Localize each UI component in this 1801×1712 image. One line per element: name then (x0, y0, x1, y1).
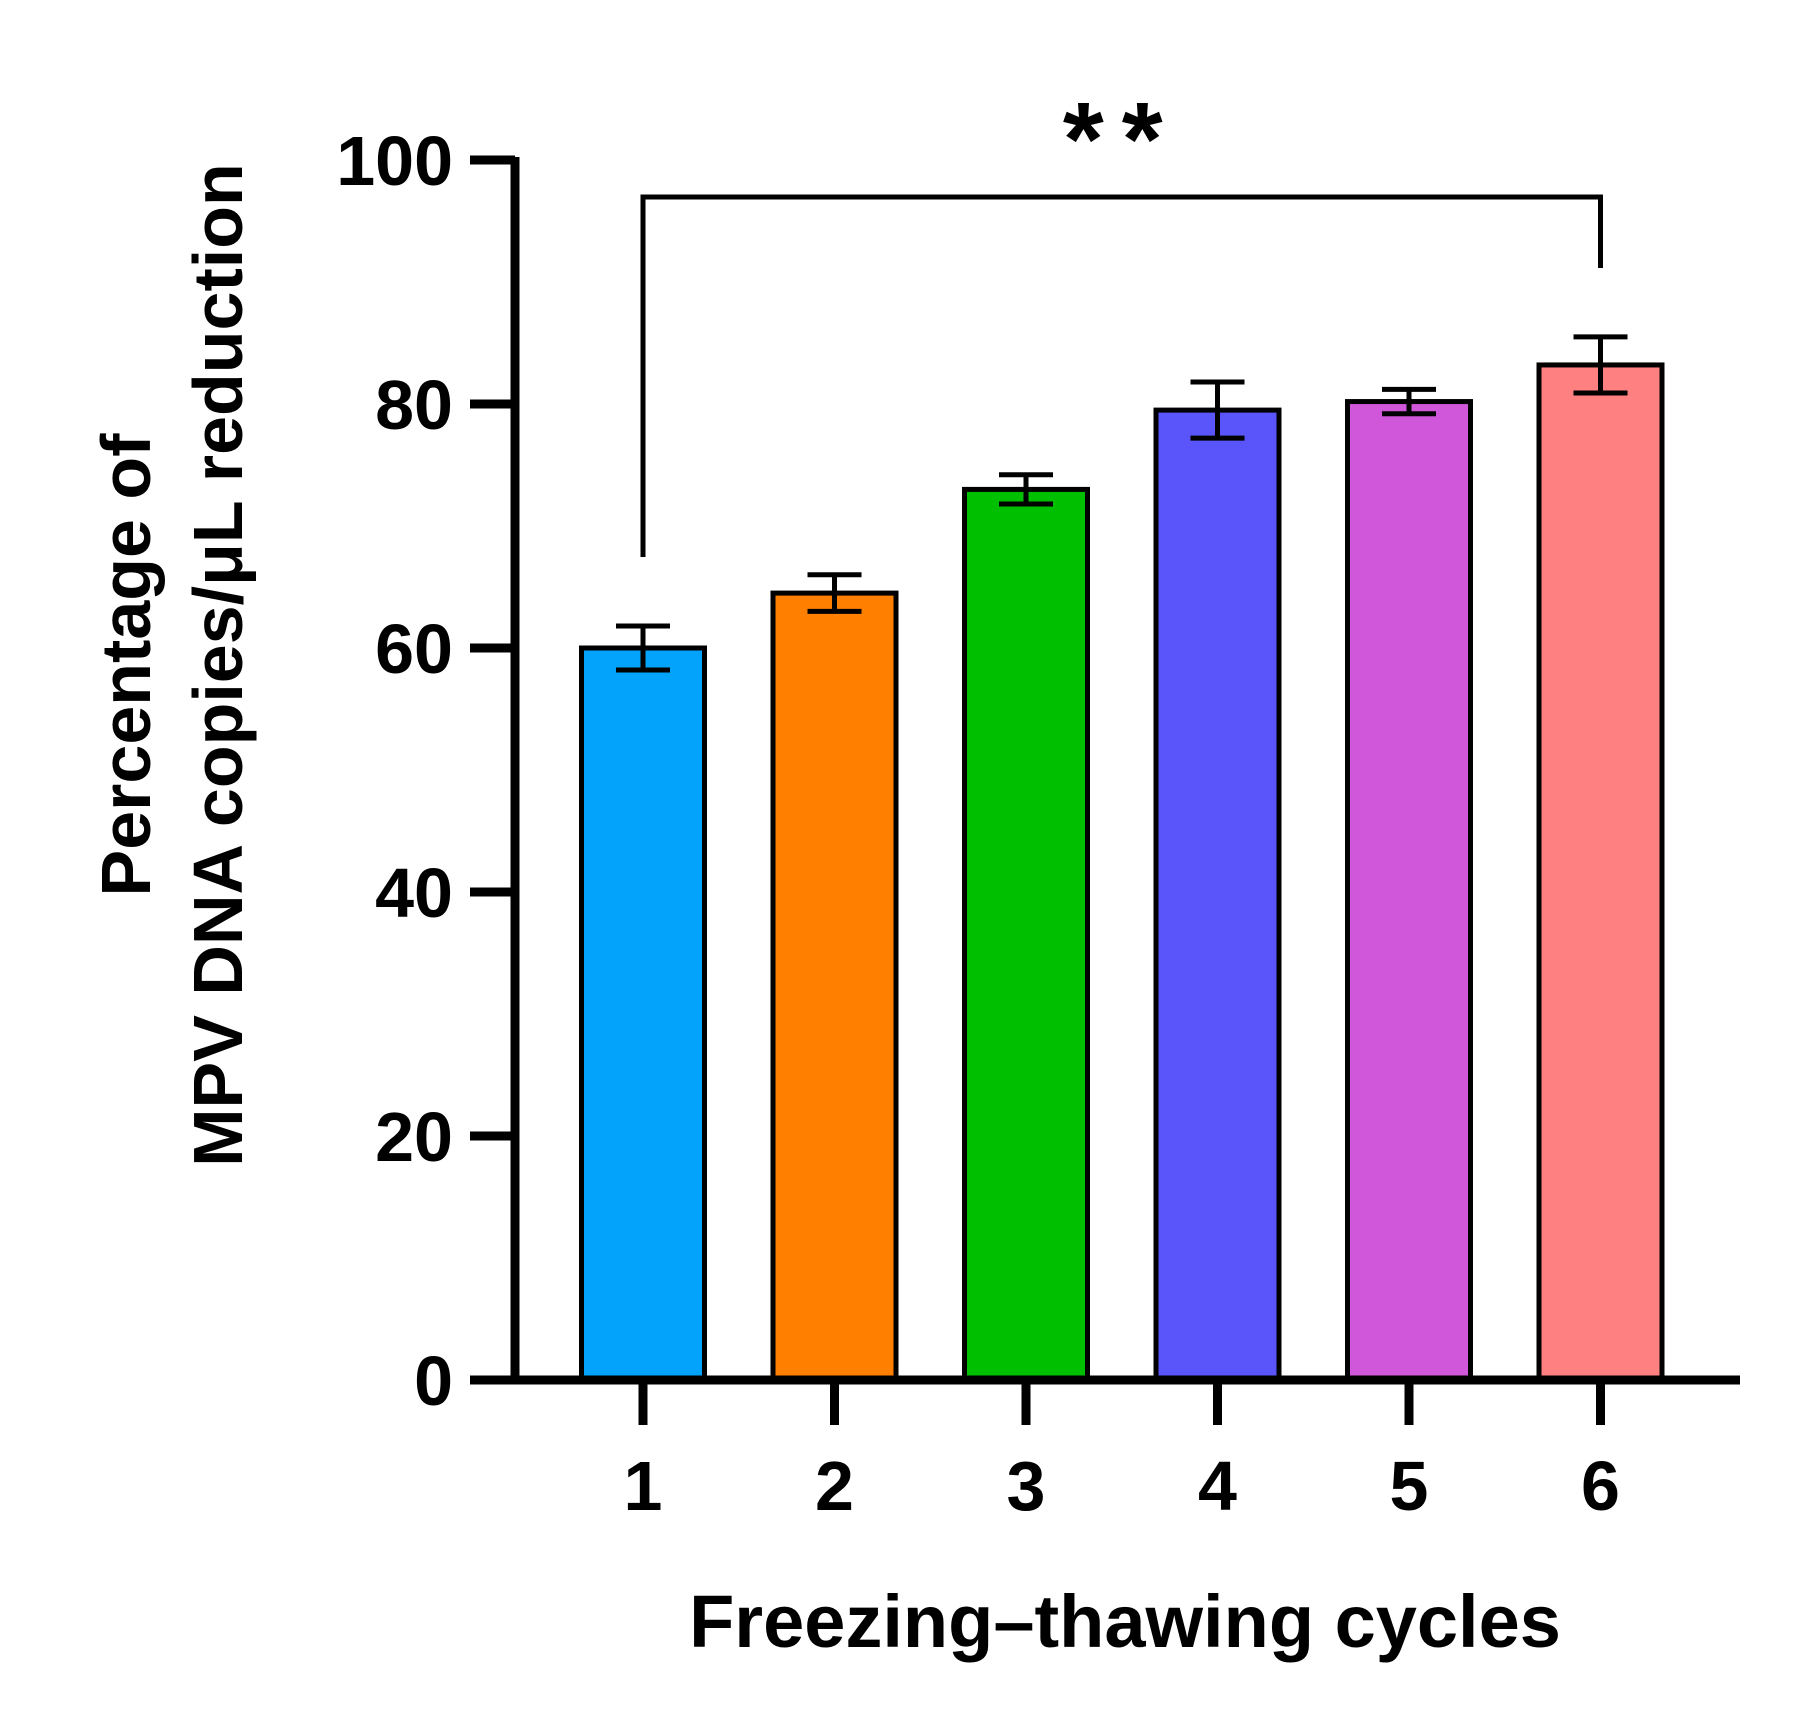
y-axis-title: Percentage of MPV DNA copies/μL reductio… (87, 163, 257, 1167)
x-tick-label: 4 (1198, 1447, 1237, 1525)
x-tick-label: 2 (815, 1447, 854, 1525)
bar-cycle-5 (1345, 399, 1473, 1383)
error-bar-cycle-3 (999, 472, 1053, 507)
y-axis-title-line-1: Percentage of (87, 433, 165, 897)
x-tick-label: 5 (1390, 1447, 1429, 1525)
y-tick-label: 40 (375, 854, 453, 932)
bar-cycle-2 (770, 590, 899, 1383)
y-tick-label: 100 (336, 122, 453, 200)
y-axis-title-line-2: MPV DNA copies/μL reduction (179, 163, 257, 1167)
bar-cycle-3 (962, 486, 1090, 1383)
x-tick-label: 1 (624, 1447, 663, 1525)
y-tick-label: 20 (375, 1098, 453, 1176)
y-axis: 0 20 40 60 80 100 (336, 122, 520, 1420)
error-bar-cycle-5 (1382, 386, 1436, 417)
error-bar-cycle-4 (1190, 379, 1245, 441)
error-bar-cycle-2 (807, 572, 862, 614)
significance-annotation: ** (640, 81, 1603, 557)
error-bars-group (616, 334, 1628, 673)
significance-bracket (640, 194, 1603, 557)
y-tick-label: 0 (414, 1342, 453, 1420)
y-tick-label: 80 (375, 366, 453, 444)
x-tick-label: 3 (1007, 1447, 1046, 1525)
bar-cycle-1 (579, 645, 707, 1383)
error-bar-cycle-1 (616, 623, 670, 673)
x-tick-label: 6 (1581, 1447, 1620, 1525)
x-axis-title: Freezing–thawing cycles (689, 1580, 1561, 1663)
error-bar-cycle-6 (1573, 334, 1628, 396)
significance-label: ** (1063, 81, 1181, 198)
x-axis: 1 2 3 4 5 6 (470, 1375, 1740, 1525)
bars-group (579, 362, 1665, 1383)
bar-cycle-6 (1536, 362, 1665, 1383)
y-tick-label: 60 (375, 610, 453, 688)
bar-cycle-4 (1153, 407, 1282, 1383)
